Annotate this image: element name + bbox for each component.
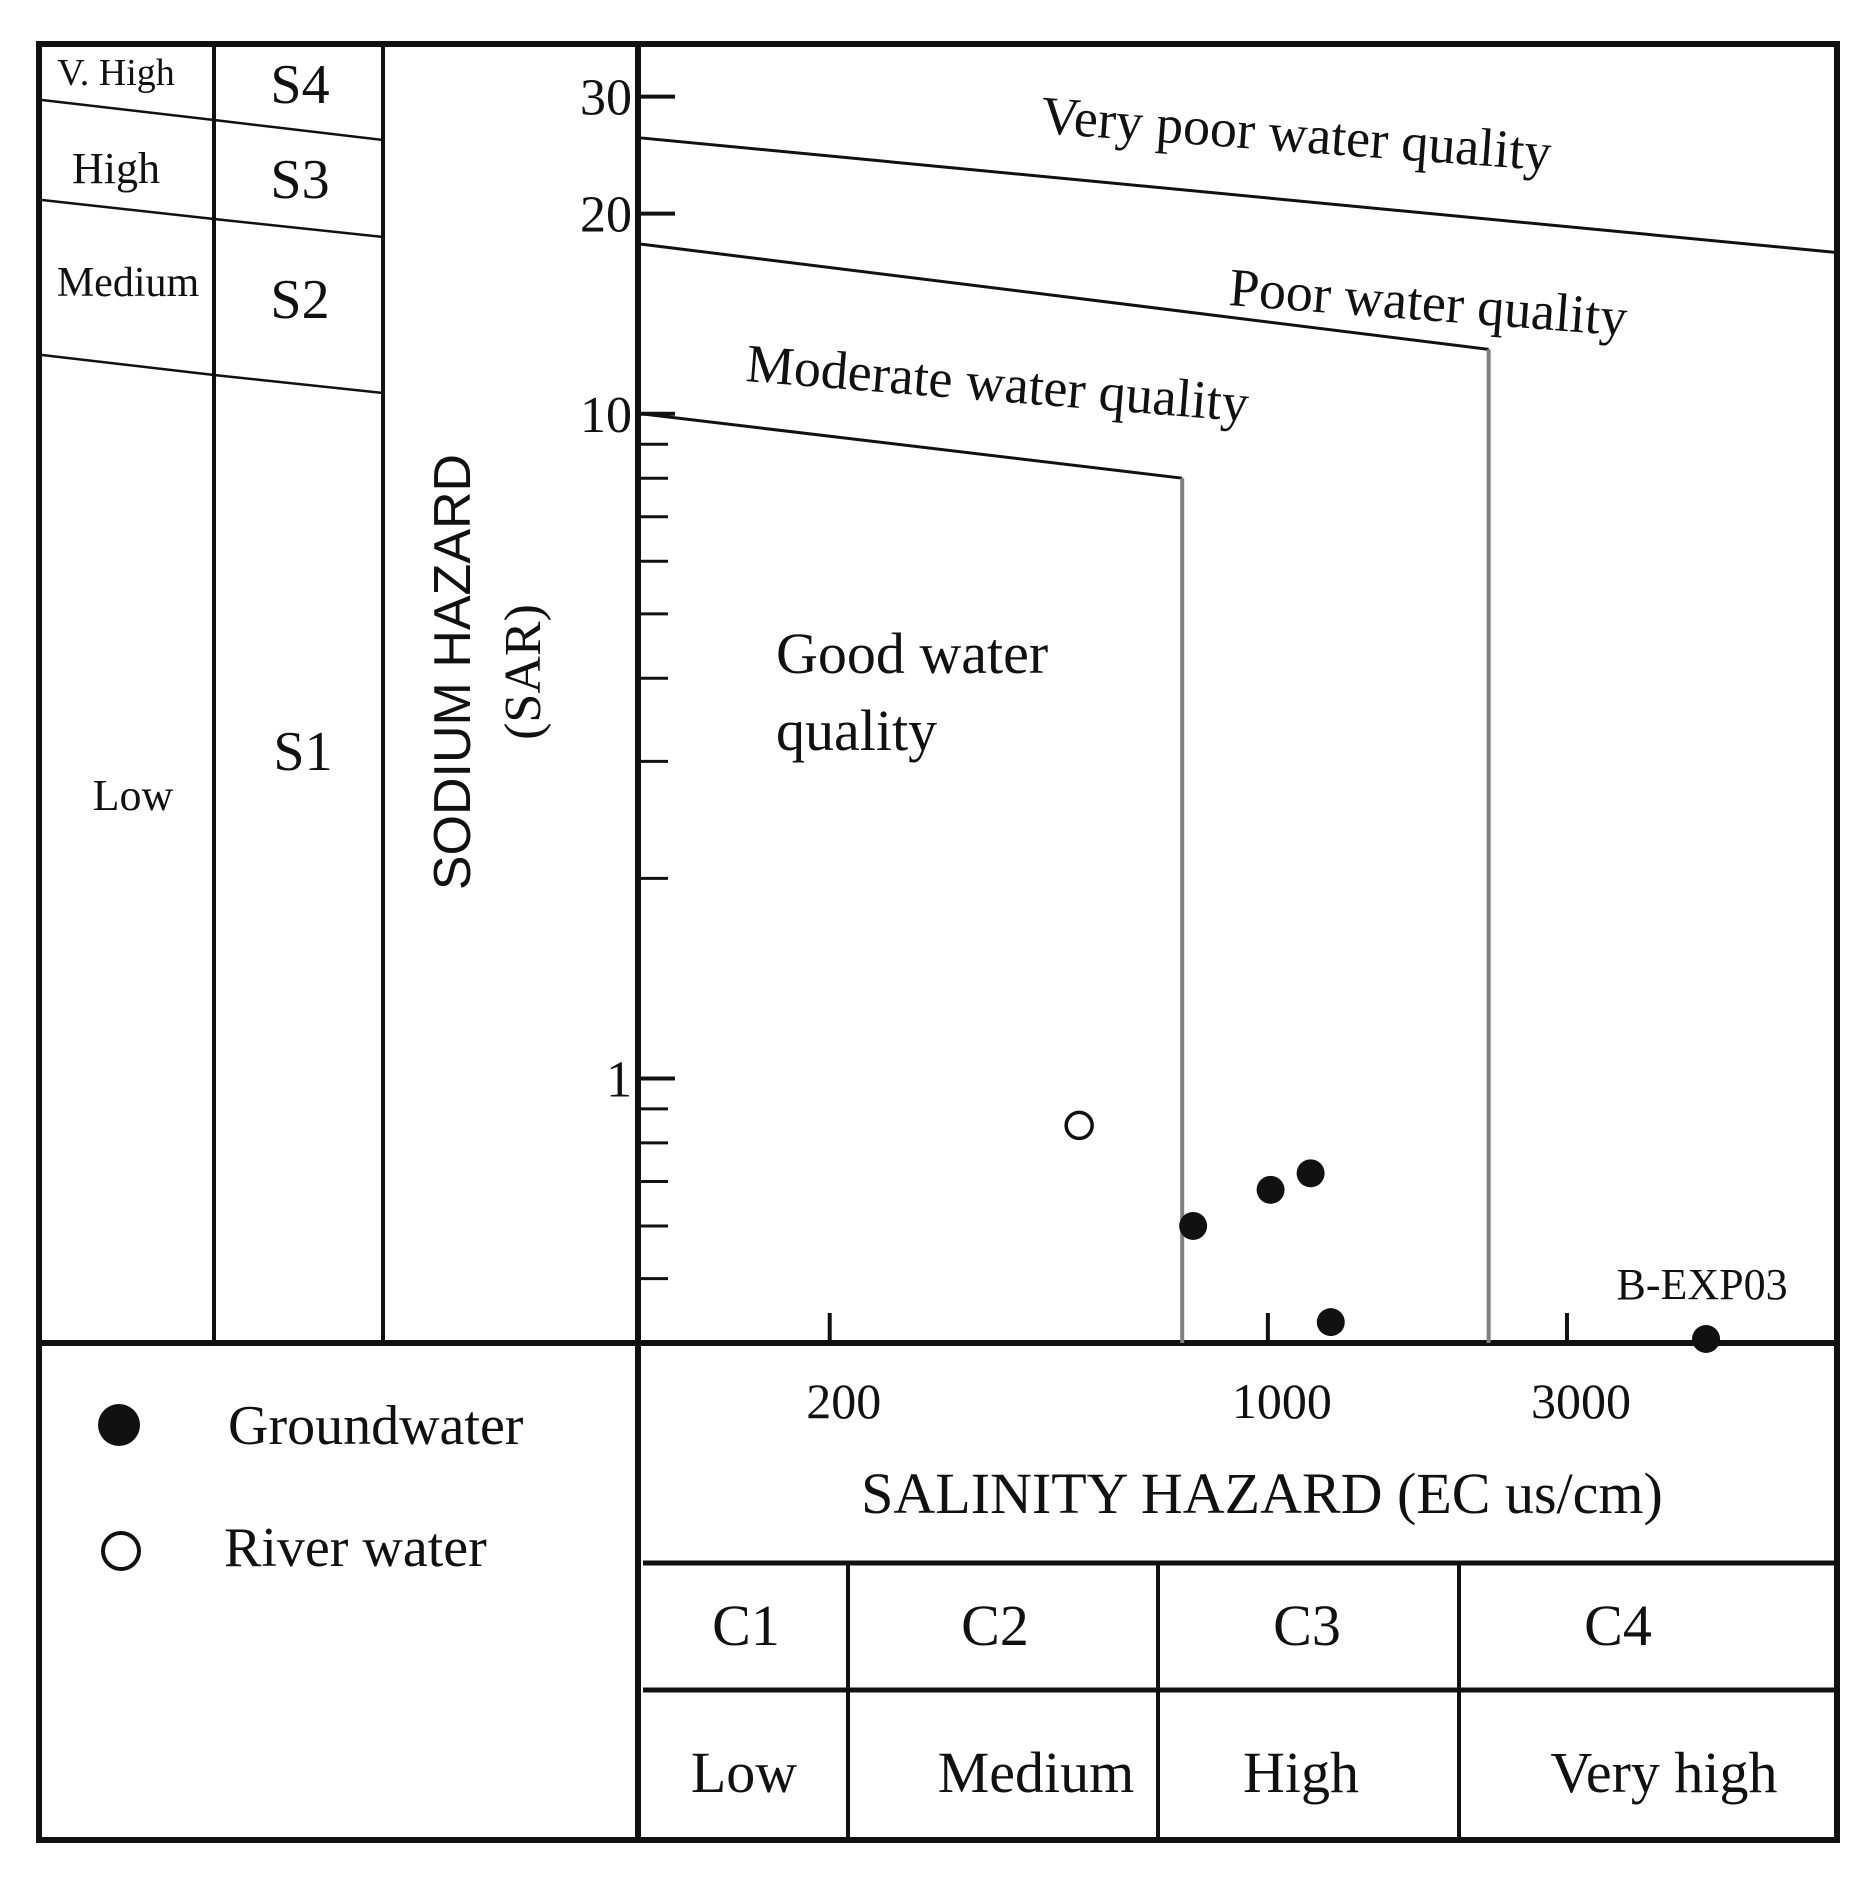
x-tick-label: 200 [806, 1373, 881, 1429]
zone-labels: Very poor water quality Poor water quali… [744, 85, 1629, 763]
legend-groundwater-label: Groundwater [228, 1395, 524, 1457]
sodium-class-code: S4 [270, 54, 329, 116]
salinity-class-level: High [1243, 1740, 1359, 1805]
salinity-class-code: C2 [961, 1593, 1029, 1658]
x-tick-label: 3000 [1531, 1373, 1631, 1429]
sodium-level-label: Low [93, 771, 174, 820]
sodium-class-code: S2 [270, 269, 329, 331]
groundwater-point [1179, 1211, 1208, 1240]
sodium-level-label: V. High [57, 52, 175, 94]
groundwater-point [1692, 1325, 1721, 1353]
sodium-class-code: S1 [273, 721, 332, 783]
sodium-code-line-2 [213, 217, 384, 239]
y-axis-subtitle: (SAR) [495, 604, 552, 740]
y-tick-label: 30 [580, 70, 632, 127]
boundary-slope-2 [640, 242, 1489, 351]
sodium-classes: V. High High Medium Low S4 S3 S2 S1 [57, 52, 333, 820]
sodium-level-label: High [72, 144, 160, 193]
sodium-code-line-1 [213, 118, 384, 142]
sodium-level-line-2 [41, 198, 215, 221]
sodium-class-code: S3 [270, 149, 329, 211]
boundary-slope-1 [640, 412, 1183, 480]
legend-river-label: River water [224, 1517, 487, 1579]
sodium-code-line-3 [213, 373, 384, 395]
salinity-class-code: C1 [712, 1593, 780, 1658]
data-points: B-EXP03 [1064, 1110, 1788, 1353]
x-axis-title: SALINITY HAZARD (EC us/cm) [861, 1461, 1663, 1526]
y-tick-label: 20 [580, 187, 632, 244]
legend: Groundwater River water [98, 1395, 524, 1579]
groundwater-point [1316, 1308, 1345, 1337]
y-axis-ticks: 1 10 20 30 [580, 70, 675, 1281]
river-water-point [1064, 1110, 1094, 1141]
groundwater-point [1256, 1175, 1285, 1204]
point-label: B-EXP03 [1616, 1260, 1787, 1309]
salinity-class-level: Low [691, 1740, 797, 1805]
quality-class-boundaries [640, 136, 1835, 1343]
y-tick-label: 1 [606, 1051, 632, 1108]
zone-label-poor: Poor water quality [1227, 257, 1629, 347]
salinity-class-code: C4 [1584, 1593, 1652, 1658]
frame [36, 41, 1840, 1843]
zone-label-good-line2: quality [776, 698, 937, 763]
x-axis-ticks: 200 1000 3000 [806, 1313, 1631, 1429]
legend-groundwater-marker [98, 1404, 140, 1446]
salinity-class-code: C3 [1273, 1593, 1341, 1658]
y-tick-label: 10 [580, 387, 632, 444]
salinity-class-level: Very high [1550, 1740, 1777, 1805]
legend-river-marker [101, 1531, 141, 1571]
boundary-slope-3 [640, 136, 1835, 254]
x-tick-label: 1000 [1232, 1373, 1332, 1429]
sodium-level-line-3 [41, 353, 215, 377]
sodium-level-label: Medium [57, 260, 200, 306]
zone-label-moderate: Moderate water quality [744, 333, 1251, 433]
salinity-classes: C1 C2 C3 C4 Low Medium High Very high [691, 1593, 1778, 1805]
y-axis-title: SODIUM HAZARD [424, 454, 482, 890]
zone-label-very-poor: Very poor water quality [1039, 85, 1553, 182]
sodium-level-line-1 [41, 98, 215, 122]
groundwater-point [1296, 1159, 1325, 1188]
zone-label-good-line1: Good water [776, 621, 1048, 686]
salinity-class-level: Medium [938, 1740, 1135, 1805]
outer-border [36, 41, 1840, 1843]
